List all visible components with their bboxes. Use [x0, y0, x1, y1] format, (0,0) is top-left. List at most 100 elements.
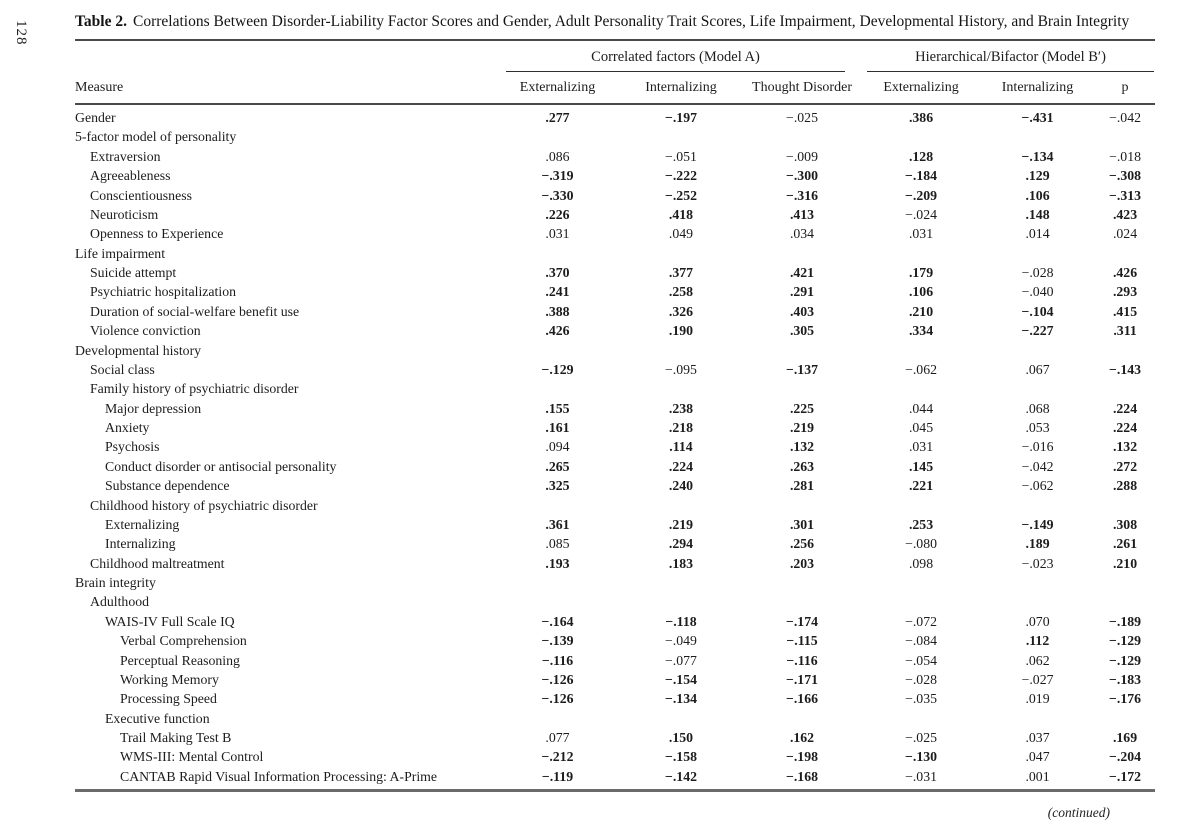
- correlation-value: [495, 709, 620, 728]
- correlation-value: .179: [908, 265, 934, 280]
- correlation-value: −.319: [541, 168, 574, 184]
- table-row: Suicide attempt .370 .377 .421 .179 −.028 .426: [75, 264, 1155, 283]
- correlation-value: −.164: [541, 613, 574, 629]
- correlation-value: −.172: [1109, 768, 1142, 784]
- correlation-value: −.025: [786, 110, 818, 125]
- table-row: Psychosis .094 .114 .132 .031 −.016 .132: [75, 438, 1155, 457]
- correlation-table: Correlated factors (Model A) Hierarchica…: [75, 41, 1156, 787]
- correlation-value: .291: [789, 284, 815, 300]
- table-row: Neuroticism .226 .418 .413 −.024 .148 .423: [75, 205, 1155, 224]
- correlation-value: .288: [1112, 478, 1138, 494]
- correlation-value: [495, 380, 620, 399]
- correlation-value: .047: [1025, 749, 1050, 765]
- correlation-value: −.040: [1021, 284, 1054, 300]
- correlation-value: [1095, 244, 1155, 263]
- correlation-value: .031: [908, 226, 934, 242]
- correlation-value: .190: [668, 323, 694, 339]
- correlation-value: −.023: [1021, 555, 1054, 571]
- correlation-value: .132: [1112, 439, 1138, 455]
- correlation-value: −.166: [786, 691, 819, 707]
- correlation-value: .049: [668, 226, 694, 242]
- measure-label: Processing Speed: [120, 691, 217, 707]
- correlation-value: −.204: [1109, 749, 1142, 765]
- correlation-value: [742, 128, 862, 147]
- correlation-value: .386: [908, 110, 934, 125]
- correlation-value: .311: [1113, 323, 1137, 339]
- page-number: 128: [13, 20, 29, 46]
- correlation-value: −.116: [786, 652, 818, 668]
- measure-label: Violence conviction: [90, 323, 201, 339]
- group-header-model-b: Hierarchical/Bifactor (Model B′): [862, 41, 1155, 73]
- table-row: Openness to Experience .031 .049 .034 .031 .0…: [75, 225, 1155, 244]
- measure-label: Childhood maltreatment: [90, 555, 225, 571]
- correlation-value: .129: [1025, 168, 1050, 184]
- correlation-value: −.118: [665, 613, 697, 629]
- correlation-value: −.129: [1109, 633, 1142, 649]
- correlation-value: .001: [1025, 768, 1050, 784]
- correlation-value: .225: [789, 400, 815, 416]
- correlation-value: .193: [545, 555, 570, 571]
- table-row: Verbal Comprehension −.139 −.049 −.115 −.084…: [75, 632, 1155, 651]
- table-row: Social class −.129 −.095 −.137 −.062 .067 −.14…: [75, 360, 1155, 379]
- correlation-value: [1095, 380, 1155, 399]
- correlation-value: .219: [789, 420, 815, 435]
- table-row: Childhood maltreatment .193 .183 .203 .098 −.…: [75, 554, 1155, 573]
- correlation-value: [495, 244, 620, 263]
- table-row: Life impairment: [75, 244, 1155, 263]
- correlation-value: .418: [668, 206, 694, 222]
- measure-label: Executive function: [105, 710, 210, 726]
- table-bottom-rule: [75, 788, 1155, 792]
- table-row: Externalizing .361 .219 .301 .253 −.149 .308: [75, 515, 1155, 534]
- correlation-value: .253: [908, 516, 934, 532]
- group-header-row: Correlated factors (Model A) Hierarchica…: [75, 41, 1155, 73]
- group-header-model-a-label: Correlated factors (Model A): [506, 49, 846, 72]
- correlation-value: .334: [908, 323, 934, 339]
- correlation-value: .183: [668, 555, 694, 571]
- correlation-value: .106: [908, 284, 934, 300]
- correlation-value: .106: [1025, 187, 1050, 203]
- correlation-value: −.158: [664, 749, 697, 765]
- correlation-value: [1095, 709, 1155, 728]
- correlation-value: −.116: [541, 652, 574, 668]
- correlation-value: [1095, 341, 1155, 360]
- measure-label: Agreeableness: [90, 168, 171, 184]
- correlation-value: −.009: [786, 148, 818, 164]
- correlation-value: −.149: [1021, 516, 1054, 532]
- correlation-value: .261: [1112, 536, 1138, 552]
- correlation-value: .155: [545, 400, 570, 416]
- table-row: Conduct disorder or antisocial personali…: [75, 457, 1155, 476]
- correlation-value: [862, 709, 980, 728]
- measure-label: Anxiety: [105, 420, 150, 435]
- correlation-value: −.142: [664, 768, 697, 784]
- correlation-value: [1095, 496, 1155, 515]
- correlation-value: [620, 128, 742, 147]
- table-row: Substance dependence .325 .240 .281 .221 −.06…: [75, 477, 1155, 496]
- table-title: Table 2. Correlations Between Disorder-Li…: [75, 12, 1155, 41]
- correlation-value: .162: [789, 730, 815, 745]
- correlation-value: −.104: [1021, 303, 1054, 319]
- correlation-value: .308: [1112, 516, 1138, 532]
- group-header-model-b-label: Hierarchical/Bifactor (Model B′): [867, 49, 1155, 72]
- correlation-value: .037: [1025, 730, 1050, 745]
- correlation-value: .112: [1025, 633, 1050, 649]
- correlation-value: [862, 496, 980, 515]
- correlation-value: [742, 574, 862, 593]
- correlation-value: −.316: [786, 187, 819, 203]
- table-row: WMS-III: Mental Control −.212 −.158 −.198 −.…: [75, 748, 1155, 767]
- correlation-value: −.139: [541, 633, 574, 649]
- correlation-value: .277: [545, 110, 570, 125]
- correlation-value: −.062: [905, 361, 937, 377]
- correlation-value: −.062: [1021, 478, 1054, 494]
- correlation-value: .203: [789, 555, 815, 571]
- correlation-value: [495, 128, 620, 147]
- correlation-value: .281: [789, 478, 815, 494]
- correlation-value: [862, 380, 980, 399]
- table-row: Perceptual Reasoning −.116 −.077 −.116 −.054…: [75, 651, 1155, 670]
- correlation-value: −.016: [1021, 439, 1054, 455]
- correlation-value: .426: [545, 323, 570, 339]
- correlation-value: −.252: [664, 187, 697, 203]
- correlation-value: .086: [545, 148, 570, 164]
- correlation-value: [620, 341, 742, 360]
- measure-label: Family history of psychiatric disorder: [90, 381, 299, 397]
- measure-label: Major depression: [105, 400, 202, 416]
